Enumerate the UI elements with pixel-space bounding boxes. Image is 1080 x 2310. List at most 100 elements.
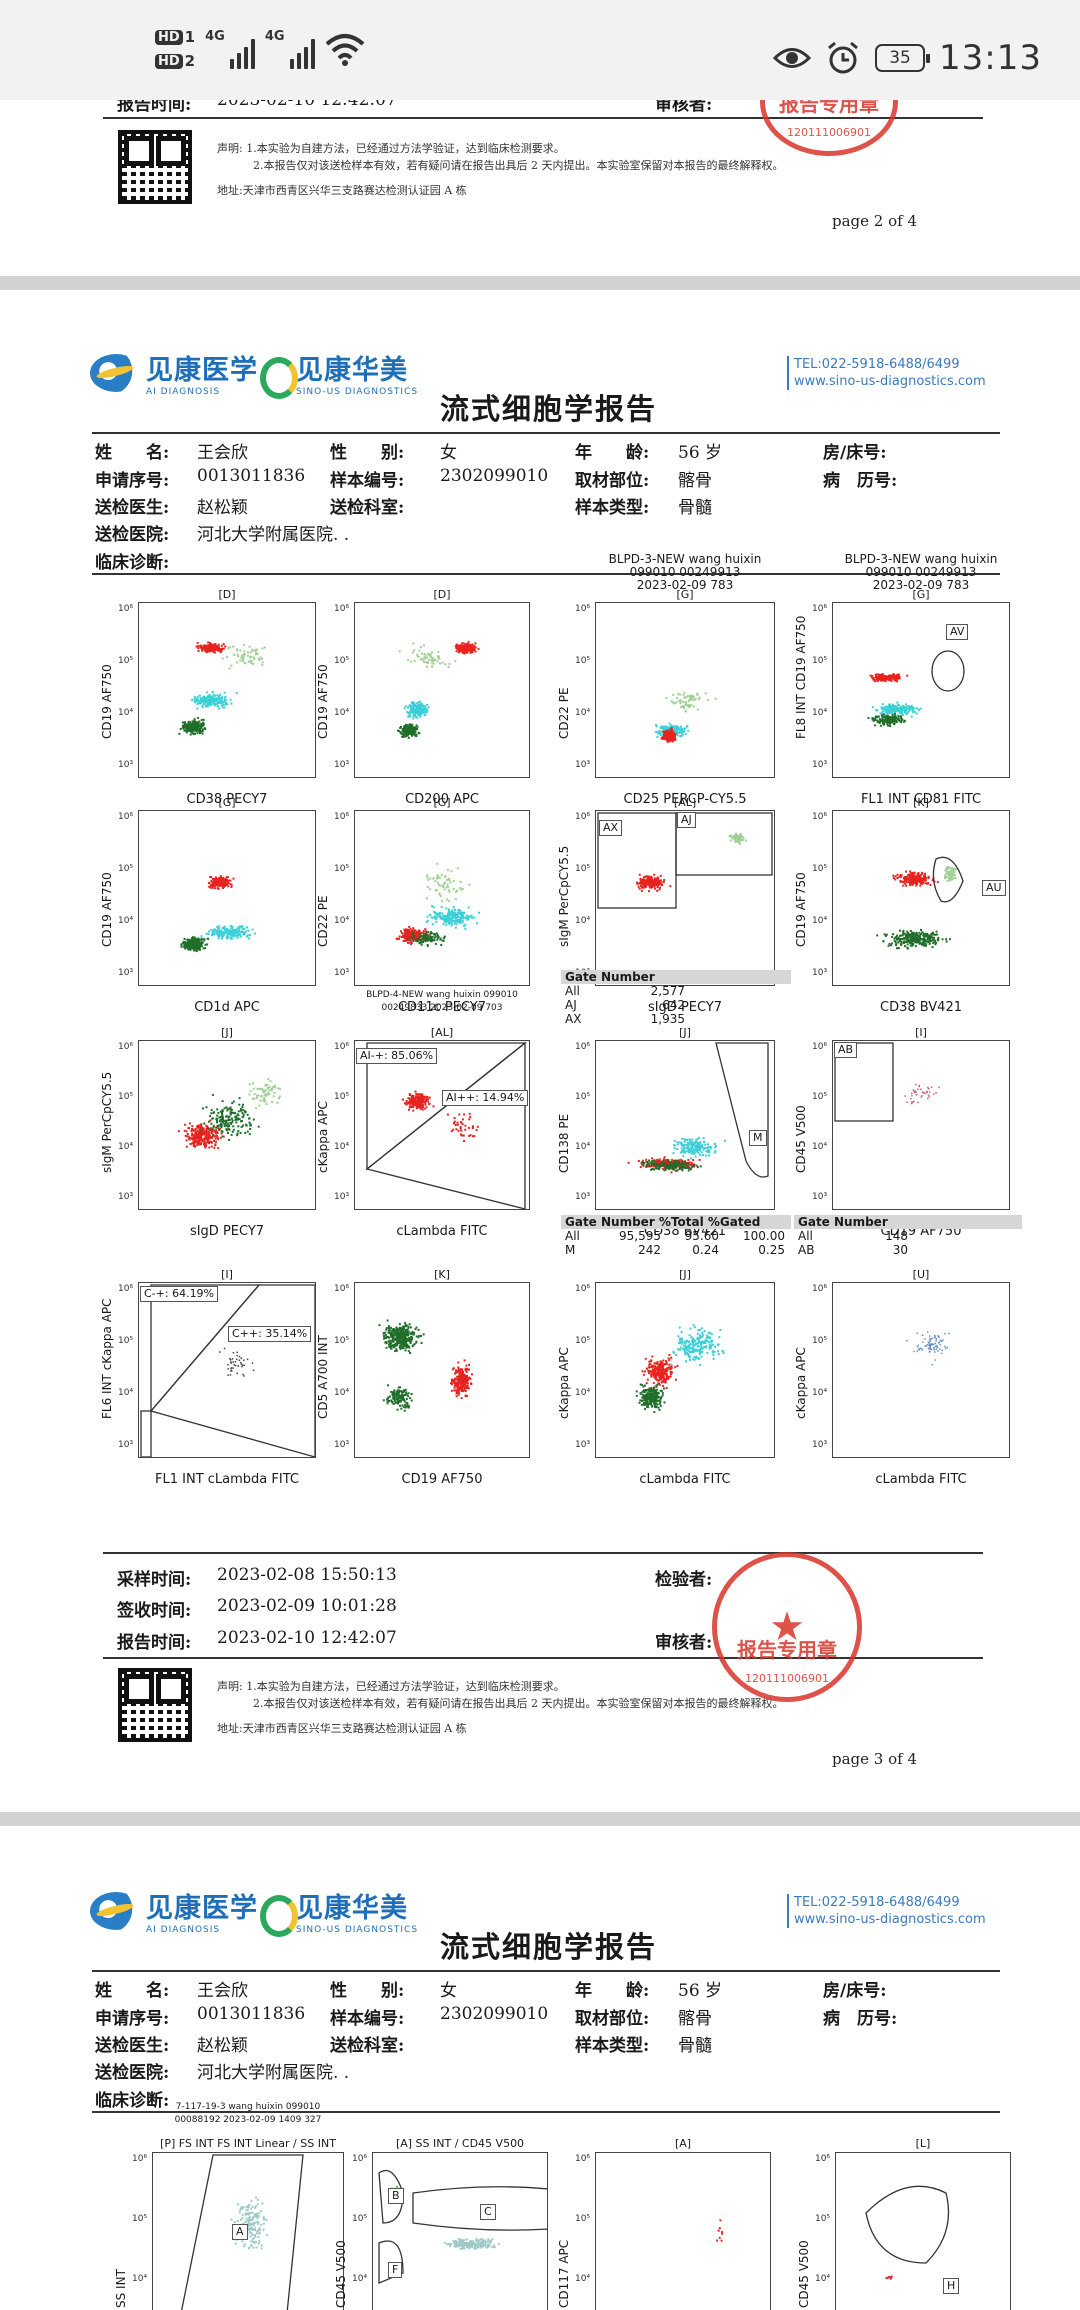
event-dot: [251, 648, 254, 651]
event-dot: [916, 876, 919, 879]
event-dot: [657, 877, 660, 880]
event-dot: [406, 929, 409, 932]
event-dot: [670, 732, 673, 735]
y-tick: 10⁴: [812, 708, 828, 718]
event-dot: [883, 721, 886, 724]
event-dot: [876, 715, 879, 718]
event-dot: [933, 937, 936, 940]
event-dot: [194, 1135, 197, 1138]
event-dot: [415, 712, 418, 715]
event-dot: [946, 866, 949, 869]
event-dot: [196, 1134, 199, 1137]
event-dot: [899, 716, 902, 719]
event-dot: [215, 1131, 218, 1134]
event-dot: [430, 661, 433, 664]
event-dot: [202, 723, 205, 726]
event-dot: [181, 721, 184, 724]
plot-frame: [354, 810, 530, 986]
event-dot: [201, 704, 204, 707]
event-dot: [208, 697, 211, 700]
event-dot: [905, 875, 908, 878]
event-dot: [448, 922, 450, 925]
event-dot: [222, 884, 225, 887]
event-dot: [401, 728, 404, 730]
event-dot: [237, 1130, 240, 1133]
event-dot: [662, 732, 665, 735]
event-dot: [196, 695, 199, 698]
event-dot: [256, 652, 259, 655]
event-dot: [187, 943, 190, 946]
event-dot: [242, 1115, 245, 1118]
event-dot: [461, 917, 464, 920]
event-dot: [222, 934, 225, 937]
event-dot: [883, 933, 886, 936]
event-dot: [184, 1134, 187, 1137]
event-dot: [885, 933, 888, 936]
event-dot: [428, 1102, 431, 1105]
event-dot: [899, 934, 902, 937]
event-dot: [899, 712, 902, 715]
event-dot: [441, 918, 443, 921]
event-dot: [680, 727, 683, 730]
event-dot: [688, 698, 691, 701]
event-dot: [202, 721, 205, 724]
report-time-label-p2: 报告时间:: [117, 95, 192, 115]
event-dot: [638, 887, 641, 890]
event-dot: [899, 720, 902, 723]
event-dot: [207, 1134, 210, 1137]
plot-subtitle: 00249833 2023-02-09 703: [381, 1003, 503, 1013]
event-dot: [254, 932, 257, 935]
event-dot: [227, 1127, 230, 1130]
event-dot: [668, 740, 671, 743]
event-dot: [215, 1119, 218, 1122]
event-dot: [240, 1126, 243, 1128]
event-dot: [190, 1130, 193, 1132]
event-dot: [263, 1091, 265, 1094]
event-dot: [419, 702, 422, 705]
event-dot: [879, 720, 882, 722]
event-dot: [196, 703, 199, 705]
event-dot: [410, 704, 413, 707]
event-dot: [886, 711, 889, 714]
event-dot: [187, 725, 190, 728]
event-dot: [246, 1113, 249, 1116]
event-dot: [887, 710, 890, 713]
event-dot: [416, 706, 419, 709]
event-dot: [224, 701, 227, 704]
event-dot: [212, 1133, 214, 1136]
event-dot: [422, 936, 425, 939]
event-dot: [226, 876, 229, 878]
event-dot: [237, 930, 240, 933]
event-dot: [204, 697, 207, 700]
event-dot: [240, 935, 243, 938]
event-dot: [468, 883, 471, 886]
event-dot: [441, 912, 444, 915]
event-dot: [449, 911, 452, 914]
event-dot: [205, 1129, 208, 1132]
event-dot: [197, 647, 200, 650]
event-dot: [256, 1094, 259, 1097]
event-dot: [206, 691, 208, 694]
event-dot: [948, 867, 951, 870]
event-dot: [432, 659, 435, 662]
event-dot: [204, 649, 207, 652]
event-dot: [436, 881, 439, 884]
page-number: page 2 of 4: [832, 212, 917, 230]
event-dot: [410, 660, 413, 663]
event-dot: [235, 929, 237, 932]
event-dot: [197, 650, 200, 652]
event-dot: [220, 931, 223, 934]
event-dot: [666, 739, 669, 742]
event-dot: [272, 1095, 275, 1098]
event-dot: [668, 731, 671, 734]
event-dot: [224, 1121, 227, 1124]
event-dot: [195, 1137, 198, 1140]
event-dot: [210, 1109, 213, 1112]
event-dot: [923, 878, 926, 881]
event-dot: [237, 934, 240, 937]
event-dot: [435, 916, 438, 919]
event-dot: [924, 875, 927, 878]
event-dot: [673, 702, 676, 705]
event-dot: [670, 728, 673, 731]
